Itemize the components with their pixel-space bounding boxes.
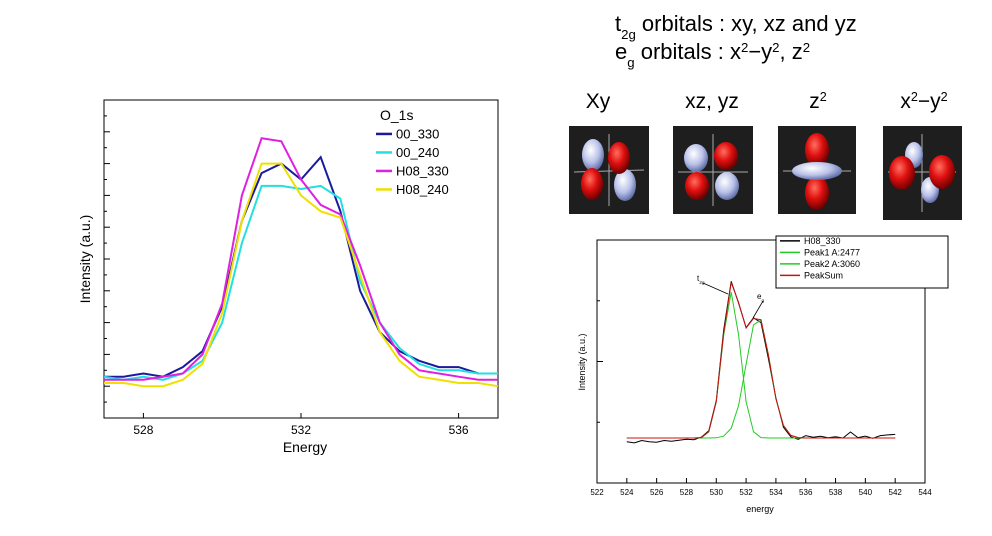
- legend-title: O_1s: [380, 107, 413, 123]
- orbital-label: xz, yz: [685, 90, 739, 113]
- annotation: t2g: [697, 274, 705, 286]
- text-part: 2g: [699, 280, 705, 286]
- text-part: Xy: [586, 90, 611, 113]
- legend-label: H08_330: [396, 164, 449, 179]
- y-axis-label: Intensity (a.u.): [77, 215, 93, 304]
- text-part: −y: [748, 39, 772, 64]
- text-part: 2: [820, 90, 827, 104]
- annotation: eg: [757, 292, 764, 304]
- text-part: g: [627, 55, 634, 70]
- text-part: z: [809, 90, 820, 113]
- text-part: 2: [941, 90, 948, 104]
- legend-label: H08_330: [804, 236, 841, 246]
- text-part: −y: [918, 90, 941, 113]
- x-tick-label: 532: [291, 423, 311, 437]
- y-axis-label: Intensity (a.u.): [577, 333, 587, 390]
- x-tick-label: 540: [859, 488, 873, 497]
- orbital-label: x2−y2: [900, 90, 947, 113]
- text-part: 2: [772, 40, 779, 55]
- legend-label: PeakSum: [804, 271, 843, 281]
- x-tick-label: 530: [710, 488, 724, 497]
- series-line: [626, 282, 896, 439]
- annotation-arrow: [752, 300, 764, 319]
- text-part: xz, yz: [685, 90, 739, 113]
- text-part: t: [615, 11, 621, 36]
- legend-label: 00_330: [396, 127, 439, 142]
- series-line: [103, 184, 498, 381]
- orbital-images: [569, 126, 962, 220]
- legend-box: [775, 235, 949, 289]
- orbital-label: z2: [809, 90, 827, 113]
- text-part: 2: [741, 40, 748, 55]
- orbital-label: Xy: [586, 90, 611, 113]
- x-axis-label: energy: [746, 504, 774, 514]
- x-tick-label: 534: [769, 488, 783, 497]
- series-line: [626, 292, 896, 439]
- text-part: , z: [780, 39, 803, 64]
- x-tick-label: 528: [680, 488, 694, 497]
- x-tick-label: 528: [133, 423, 153, 437]
- x-tick-label: 524: [620, 488, 634, 497]
- legend-label: Peak2 A:3060: [804, 259, 860, 269]
- x-tick-label: 532: [739, 488, 753, 497]
- text-part: 2: [803, 40, 810, 55]
- orbital-note: eg orbitals : x2−y2, z2: [615, 39, 810, 70]
- text-part: orbitals : x: [635, 39, 741, 64]
- annotation-arrow: [702, 282, 729, 295]
- text-part: e: [757, 292, 762, 301]
- orbital-note: t2g orbitals : xy, xz and yz: [615, 11, 857, 42]
- x-tick-label: 542: [889, 488, 903, 497]
- legend-label: 00_240: [396, 145, 439, 160]
- x-tick-label: 536: [799, 488, 813, 497]
- legend-label: H08_240: [396, 182, 449, 197]
- series-line: [626, 281, 896, 444]
- x-axis-label: Energy: [283, 439, 327, 455]
- text-part: 2: [911, 90, 918, 104]
- text-part: e: [615, 39, 627, 64]
- text-part: 2g: [621, 27, 636, 42]
- series-line: [104, 137, 498, 381]
- x-tick-label: 526: [650, 488, 664, 497]
- series-line: [104, 162, 499, 388]
- x-tick-label: 538: [829, 488, 843, 497]
- x-tick-label: 536: [449, 423, 469, 437]
- x-tick-label: 522: [590, 488, 604, 497]
- text-part: orbitals : xy, xz and yz: [636, 11, 857, 36]
- x-tick-label: 544: [918, 488, 932, 497]
- legend-label: Peak1 A:2477: [804, 248, 860, 258]
- text-part: x: [900, 90, 911, 113]
- series-line: [626, 319, 896, 439]
- text-part: t: [697, 274, 700, 283]
